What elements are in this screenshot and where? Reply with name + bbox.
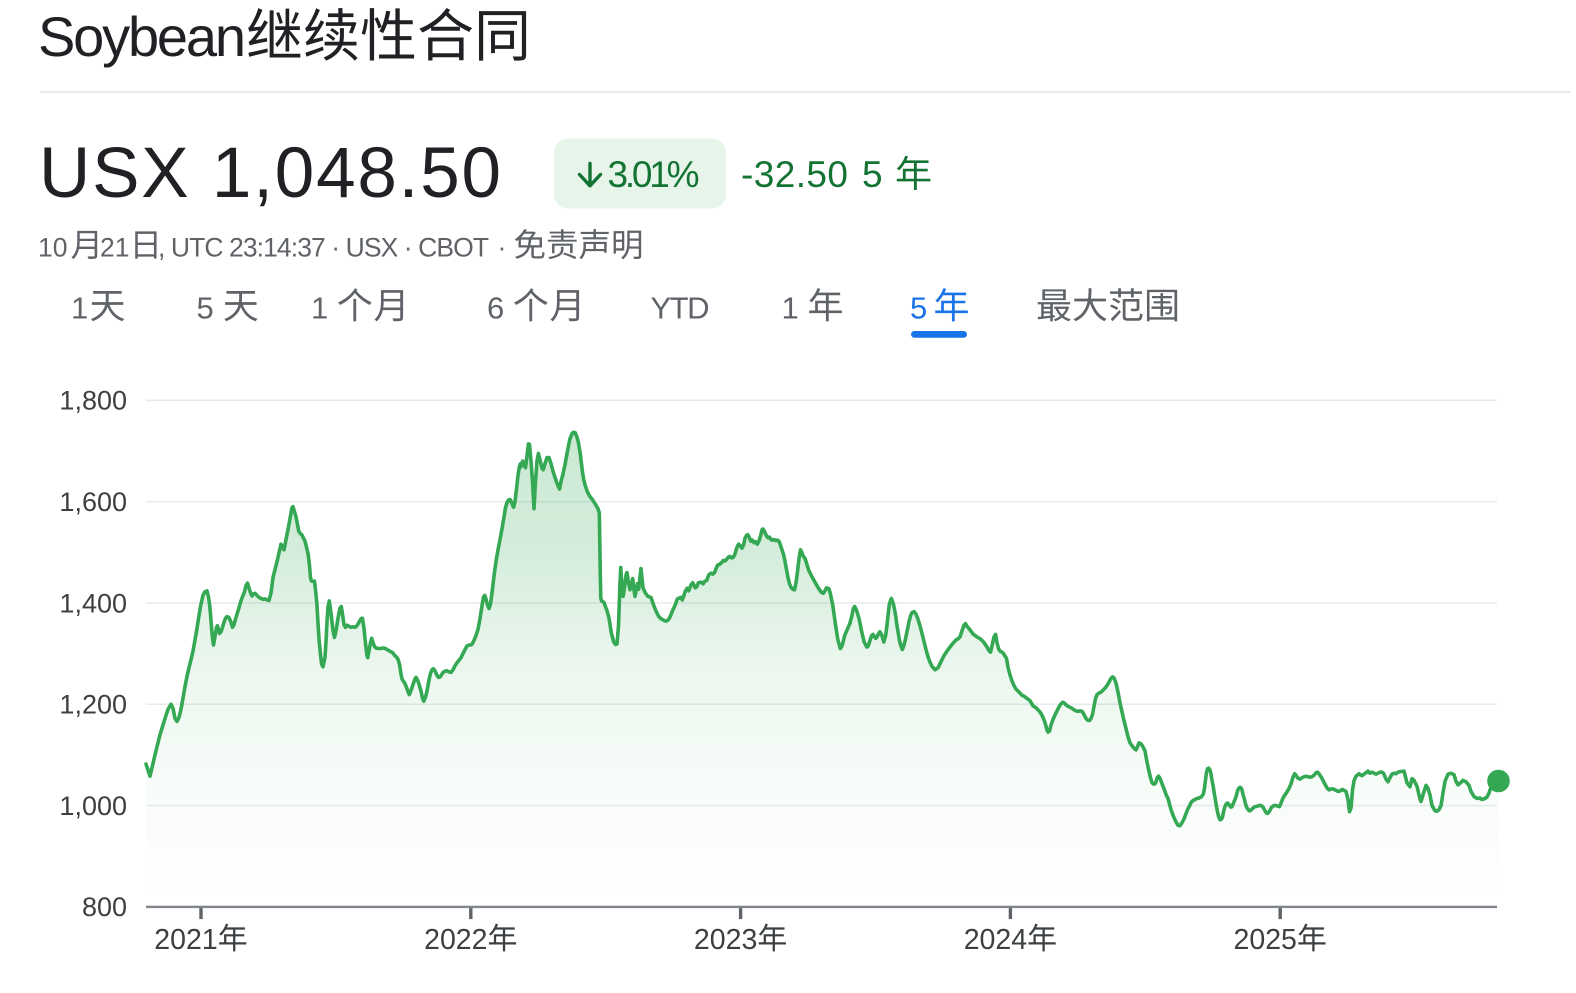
- svg-text:21: 21: [100, 233, 129, 263]
- svg-text:2023: 2023: [694, 924, 757, 956]
- svg-text:1,800: 1,800: [59, 386, 127, 416]
- svg-text:1,000: 1,000: [59, 791, 127, 821]
- svg-text:1: 1: [311, 291, 328, 326]
- svg-text:2025: 2025: [1234, 924, 1297, 956]
- svg-text:-32.50: -32.50: [741, 154, 848, 195]
- svg-text:·: ·: [498, 233, 507, 263]
- svg-text:2024: 2024: [964, 924, 1028, 956]
- svg-text:Soybean: Soybean: [38, 5, 246, 68]
- svg-text:YTD: YTD: [651, 291, 710, 326]
- svg-text:2022: 2022: [424, 924, 487, 956]
- svg-text:2021: 2021: [154, 924, 217, 956]
- svg-text:1,600: 1,600: [59, 487, 127, 517]
- svg-text:5: 5: [197, 291, 214, 326]
- svg-text:3.01%: 3.01%: [608, 154, 700, 195]
- svg-text:5: 5: [862, 154, 883, 195]
- svg-text:10: 10: [38, 233, 67, 263]
- svg-text:, UTC 23:14:37 · USX · CBOT: , UTC 23:14:37 · USX · CBOT: [158, 233, 489, 263]
- svg-text:1,400: 1,400: [59, 588, 127, 618]
- svg-text:1: 1: [782, 291, 799, 326]
- svg-text:5: 5: [910, 291, 927, 326]
- svg-text:800: 800: [82, 892, 127, 922]
- svg-text:USX 1,048.50: USX 1,048.50: [39, 134, 501, 213]
- svg-text:1: 1: [71, 291, 88, 326]
- svg-text:6: 6: [487, 291, 504, 326]
- svg-text:1,200: 1,200: [59, 690, 127, 720]
